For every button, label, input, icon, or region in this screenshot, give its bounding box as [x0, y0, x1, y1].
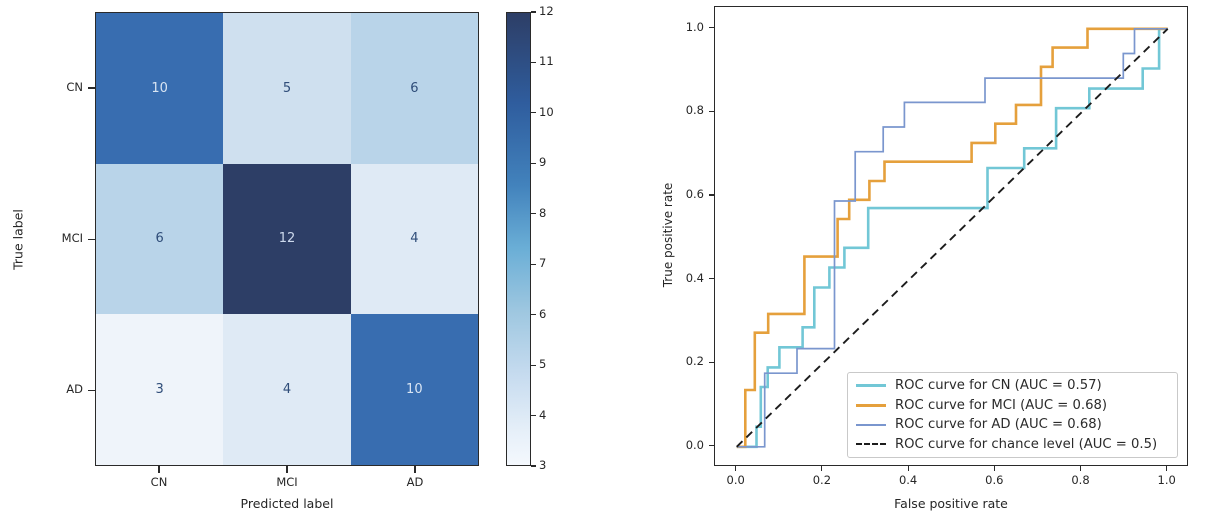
colorbar-tick-label: 7 [539, 256, 547, 271]
colorbar-tick [531, 414, 536, 417]
roc-y-tick-label: 0.6 [685, 187, 704, 201]
colorbar-tick-label: 5 [539, 357, 547, 372]
roc-axes-box [714, 6, 1188, 466]
roc-x-tick-label: 1.0 [1157, 473, 1176, 487]
cm-row-tick [88, 238, 95, 240]
cm-col-tick [286, 466, 288, 473]
roc-x-tick-label: 0.4 [898, 473, 918, 487]
colorbar-tick [531, 364, 536, 366]
colorbar-tick-label: 8 [539, 205, 547, 220]
roc-y-tick-label: 0.2 [685, 354, 704, 369]
heatmap-cell: 6 [96, 163, 224, 315]
roc-legend: ROC curve for CN (AUC = 0.57) ROC curve f… [847, 372, 1178, 458]
roc-y-tick [709, 27, 714, 29]
roc-x-tick [1079, 466, 1082, 471]
legend-label: ROC curve for CN (AUC = 0.57) [895, 378, 1102, 394]
legend-label: ROC curve for chance level (AUC = 0.5) [895, 436, 1158, 452]
heatmap-cell: 10 [96, 13, 224, 164]
colorbar-tick [531, 314, 536, 316]
colorbar-tick-label: 10 [539, 104, 554, 119]
legend-line-sample [856, 384, 886, 388]
colorbar [506, 12, 531, 466]
cm-x-axis-label: Predicted label [240, 496, 334, 511]
legend-label: ROC curve for AD (AUC = 0.68) [895, 417, 1102, 433]
legend-line-sample [856, 423, 886, 426]
roc-x-tick [1166, 466, 1168, 471]
roc-y-tick [709, 278, 714, 280]
heatmap-grid: 10 5 6 6 12 4 3 4 10 [95, 12, 479, 466]
roc-panel: True positive rate False positive rate R… [609, 0, 1218, 532]
cm-row-label: MCI [61, 231, 83, 245]
roc-x-tick-label: 0.8 [1071, 473, 1090, 487]
roc-curve [736, 28, 1169, 448]
roc-curve [736, 27, 1168, 449]
roc-y-tick [709, 110, 714, 112]
heatmap-cell: 5 [223, 13, 351, 164]
colorbar-tick-label: 3 [539, 458, 547, 472]
cm-row-tick [88, 87, 95, 89]
roc-curve [736, 27, 1168, 449]
roc-y-tick-label: 0.0 [685, 437, 704, 452]
confusion-matrix-panel: 10 5 6 6 12 4 3 4 10 True label Predicted label … [10, 4, 554, 511]
roc-curves-svg [736, 27, 1169, 449]
roc-x-tick-label: 0.0 [726, 473, 745, 487]
cm-col-label: CN [150, 475, 168, 489]
colorbar-tick [531, 213, 536, 215]
roc-x-tick [735, 466, 737, 471]
cm-col-tick [158, 466, 160, 473]
colorbar-tick [531, 61, 536, 64]
roc-y-tick-label: 0.8 [685, 103, 704, 118]
legend-row: ROC curve for CN (AUC = 0.57) [856, 378, 1169, 393]
roc-x-tick [821, 466, 823, 471]
cm-row-label: CN [66, 79, 83, 94]
colorbar-tick-label: 12 [539, 4, 554, 18]
legend-row: ROC curve for chance level (AUC = 0.5) [856, 437, 1169, 452]
colorbar-tick [531, 162, 536, 164]
heatmap-cell: 10 [350, 314, 478, 465]
roc-y-tick [709, 361, 714, 363]
colorbar-tick [531, 112, 536, 114]
roc-x-tick [993, 466, 995, 471]
heatmap-cell: 4 [223, 314, 351, 465]
roc-y-tick [709, 445, 714, 447]
roc-y-tick-label: 1.0 [685, 19, 704, 34]
colorbar-tick-label: 6 [539, 306, 547, 321]
cm-row-label: AD [66, 382, 83, 397]
roc-x-tick-label: 0.6 [985, 473, 1004, 487]
cm-row-tick [88, 389, 95, 392]
roc-y-tick [709, 194, 714, 196]
cm-col-tick [414, 466, 416, 473]
cm-col-label: MCI [276, 475, 298, 489]
colorbar-tick-label: 9 [539, 155, 547, 170]
legend-line-sample [856, 443, 886, 446]
heatmap-cell: 4 [350, 163, 478, 315]
roc-x-tick-label: 0.2 [812, 473, 832, 487]
legend-label: ROC curve for MCI (AUC = 0.68) [895, 397, 1108, 413]
roc-curve [736, 27, 1168, 448]
legend-row: ROC curve for AD (AUC = 0.68) [856, 417, 1169, 432]
roc-x-axis-label: False positive rate [894, 496, 1008, 511]
cm-y-axis-label: True label [10, 209, 26, 270]
heatmap-cell: 12 [223, 163, 351, 315]
colorbar-tick-label: 11 [539, 54, 554, 69]
heatmap-cell: 3 [96, 314, 224, 465]
colorbar-tick [531, 11, 536, 13]
roc-y-tick-label: 0.4 [685, 270, 704, 285]
roc-x-tick [907, 466, 909, 471]
legend-row: ROC curve for MCI (AUC = 0.68) [856, 398, 1169, 413]
colorbar-tick-label: 4 [539, 407, 547, 422]
colorbar-tick [531, 263, 536, 265]
legend-line-sample [856, 403, 886, 407]
colorbar-tick [531, 465, 536, 467]
heatmap-cell: 6 [350, 13, 478, 164]
roc-y-axis-label: True positive rate [661, 182, 675, 288]
cm-col-label: AD [406, 475, 424, 489]
